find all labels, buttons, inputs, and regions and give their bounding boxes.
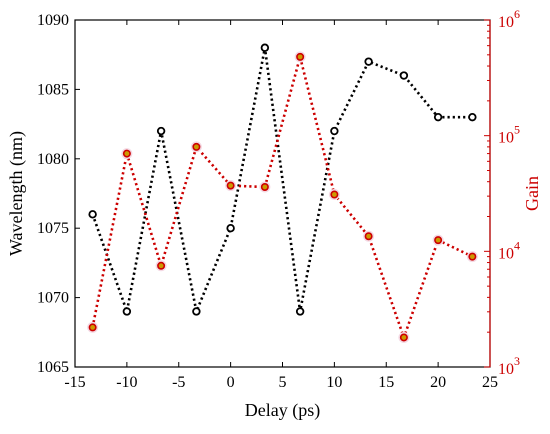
gain-point — [399, 333, 408, 342]
right-y-tick-exponent: 4 — [514, 238, 520, 252]
right-y-tick-label: 106 — [498, 7, 520, 31]
wavelength-point — [364, 57, 373, 66]
gain-point — [260, 182, 269, 191]
plot-area — [74, 19, 491, 368]
right-y-tick-exponent: 3 — [514, 354, 520, 368]
wavelength-point — [330, 126, 339, 136]
right-y-tick-label: 105 — [498, 123, 520, 147]
x-tick-label: 20 — [430, 374, 446, 391]
x-tick-label: -15 — [64, 374, 85, 391]
left-y-tick-label: 1070 — [37, 290, 69, 307]
right-y-tick-exponent: 5 — [514, 123, 520, 137]
gain-point — [468, 252, 477, 261]
wavelength-series-line — [91, 47, 473, 317]
gain-point — [296, 52, 305, 61]
x-axis-label: Delay (ps) — [245, 400, 320, 421]
left-y-axis: 1065 1070 1075 1080 1085 1090 — [37, 12, 80, 376]
right-y-tick-label: 103 — [498, 354, 520, 378]
x-tick-label: 10 — [326, 374, 342, 391]
plot-frame — [74, 19, 491, 368]
right-y-axis: 103 104 105 106 — [484, 7, 520, 378]
wavelength-point — [156, 126, 166, 136]
left-y-tick-label: 1065 — [37, 359, 69, 376]
x-tick-label: 5 — [279, 374, 287, 391]
left-y-tick-label: 1075 — [37, 220, 69, 237]
gain-point — [157, 261, 166, 270]
x-tick-label: 25 — [482, 374, 498, 391]
wavelength-point — [433, 112, 443, 122]
left-y-tick-label: 1080 — [37, 151, 69, 168]
x-tick-label: 15 — [378, 374, 394, 391]
left-y-axis-label: Wavelength (nm) — [6, 131, 27, 256]
right-y-axis-label: Gain — [522, 176, 542, 211]
wavelength-point — [192, 307, 201, 316]
series-layer — [87, 43, 478, 343]
x-tick-label: -10 — [116, 374, 137, 391]
wavelength-point — [468, 112, 477, 122]
gain-point — [364, 232, 373, 241]
gain-point — [226, 181, 235, 190]
x-axis: -15 -10 -5 0 5 10 15 20 25 — [64, 20, 498, 391]
left-y-tick-label: 1085 — [37, 81, 69, 98]
right-y-tick-label: 104 — [498, 238, 520, 262]
gain-point — [88, 323, 97, 332]
left-y-tick-label: 1090 — [37, 12, 69, 29]
right-y-tick-exponent: 6 — [514, 7, 520, 21]
wavelength-point — [226, 223, 235, 233]
wavelength-point — [260, 43, 270, 52]
gain-point — [434, 236, 443, 245]
wavelength-point — [399, 71, 409, 80]
wavelength-point — [122, 307, 132, 316]
gain-point — [192, 142, 201, 151]
x-tick-label: -5 — [172, 374, 185, 391]
wavelength-point — [295, 307, 305, 316]
wavelength-point — [88, 210, 97, 219]
x-tick-label: 0 — [227, 374, 235, 391]
gain-point — [122, 149, 131, 158]
gain-point — [330, 190, 339, 199]
